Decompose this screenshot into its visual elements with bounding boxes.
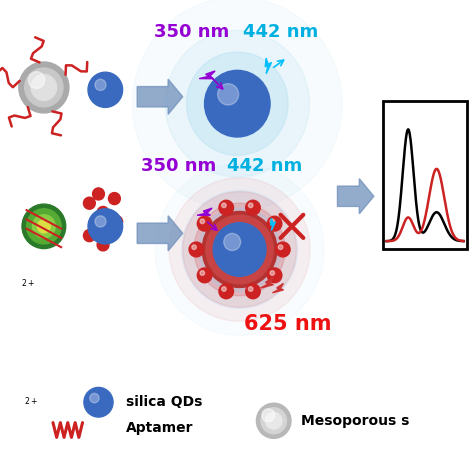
Circle shape bbox=[248, 287, 253, 292]
Circle shape bbox=[267, 268, 282, 283]
Circle shape bbox=[218, 84, 238, 105]
Circle shape bbox=[109, 192, 120, 205]
Circle shape bbox=[224, 233, 241, 251]
Circle shape bbox=[261, 408, 286, 434]
Circle shape bbox=[199, 208, 281, 291]
Circle shape bbox=[95, 216, 106, 227]
Circle shape bbox=[267, 216, 282, 231]
Circle shape bbox=[222, 203, 226, 208]
Circle shape bbox=[197, 216, 212, 231]
Circle shape bbox=[88, 209, 123, 244]
Circle shape bbox=[248, 203, 253, 208]
Text: 350 nm: 350 nm bbox=[154, 23, 229, 41]
Circle shape bbox=[213, 223, 266, 276]
Circle shape bbox=[192, 245, 196, 249]
Circle shape bbox=[92, 188, 104, 200]
Text: 625 nm: 625 nm bbox=[244, 314, 331, 334]
Circle shape bbox=[31, 74, 56, 100]
Polygon shape bbox=[337, 179, 374, 214]
Circle shape bbox=[22, 204, 66, 248]
Circle shape bbox=[246, 284, 260, 299]
Text: Mesoporous s: Mesoporous s bbox=[301, 414, 410, 428]
Circle shape bbox=[33, 215, 55, 238]
Circle shape bbox=[182, 191, 296, 307]
Circle shape bbox=[197, 268, 212, 283]
Text: 350 nm: 350 nm bbox=[140, 157, 216, 175]
Circle shape bbox=[206, 215, 273, 284]
Circle shape bbox=[256, 403, 291, 438]
Circle shape bbox=[90, 393, 99, 403]
Polygon shape bbox=[265, 58, 272, 74]
Polygon shape bbox=[261, 277, 273, 288]
Circle shape bbox=[189, 242, 204, 257]
Bar bbox=[383, 101, 467, 249]
Circle shape bbox=[88, 72, 123, 108]
Circle shape bbox=[275, 242, 290, 257]
Circle shape bbox=[186, 52, 288, 155]
Circle shape bbox=[37, 220, 50, 233]
Circle shape bbox=[25, 68, 63, 107]
Circle shape bbox=[182, 191, 298, 309]
Circle shape bbox=[97, 207, 109, 219]
Circle shape bbox=[132, 0, 342, 210]
Polygon shape bbox=[197, 208, 212, 215]
Circle shape bbox=[19, 62, 69, 113]
Polygon shape bbox=[199, 71, 215, 79]
Text: silica QDs: silica QDs bbox=[126, 395, 202, 409]
Circle shape bbox=[202, 211, 277, 287]
Circle shape bbox=[97, 239, 109, 251]
Circle shape bbox=[265, 412, 282, 429]
Circle shape bbox=[246, 200, 260, 215]
Circle shape bbox=[84, 387, 113, 417]
Circle shape bbox=[95, 79, 106, 91]
Circle shape bbox=[200, 219, 205, 224]
Circle shape bbox=[219, 200, 234, 215]
Text: $^{2+}$: $^{2+}$ bbox=[24, 397, 38, 407]
Circle shape bbox=[165, 30, 310, 177]
Text: Aptamer: Aptamer bbox=[126, 421, 193, 435]
Polygon shape bbox=[273, 283, 283, 293]
Circle shape bbox=[83, 197, 95, 209]
Polygon shape bbox=[137, 216, 182, 251]
Circle shape bbox=[200, 271, 205, 275]
Text: 442 nm: 442 nm bbox=[243, 23, 318, 41]
Circle shape bbox=[83, 229, 95, 242]
Circle shape bbox=[194, 203, 285, 296]
Circle shape bbox=[270, 219, 274, 224]
Circle shape bbox=[205, 70, 270, 137]
Circle shape bbox=[219, 284, 234, 299]
Text: $^{2+}$: $^{2+}$ bbox=[21, 279, 35, 289]
Text: 442 nm: 442 nm bbox=[227, 157, 302, 175]
Polygon shape bbox=[271, 219, 275, 231]
Circle shape bbox=[28, 72, 45, 88]
Circle shape bbox=[202, 211, 277, 287]
Circle shape bbox=[27, 209, 61, 244]
Circle shape bbox=[155, 164, 324, 336]
Polygon shape bbox=[137, 79, 182, 114]
Circle shape bbox=[169, 178, 310, 321]
Circle shape bbox=[262, 409, 274, 422]
Circle shape bbox=[222, 287, 226, 292]
Circle shape bbox=[111, 216, 123, 228]
Circle shape bbox=[278, 245, 283, 249]
Circle shape bbox=[270, 271, 274, 275]
